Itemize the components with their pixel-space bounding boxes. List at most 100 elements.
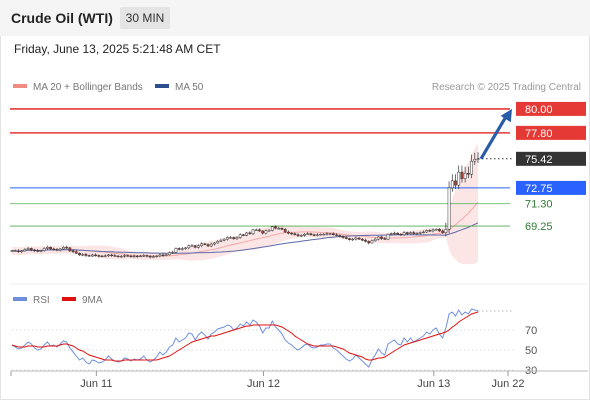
candle-body-19: [71, 250, 75, 252]
candle-body-34: [119, 255, 123, 258]
candle-body-13: [52, 248, 56, 250]
candle-body-61: [206, 244, 210, 247]
candle-body-111: [367, 241, 371, 244]
candle-body-86: [287, 231, 290, 234]
x-axis-label-1: Jun 12: [247, 378, 280, 390]
candle-body-28: [100, 255, 104, 258]
rsi-line: [11, 308, 479, 368]
timeframe-button[interactable]: 30 MIN: [120, 7, 170, 29]
candles-layer: [10, 152, 480, 259]
candle-body-1: [13, 250, 17, 252]
price-tag-bg-1: [516, 125, 586, 140]
candle-body-105: [348, 238, 351, 240]
candle-body-126: [415, 232, 419, 235]
candle-body-79: [264, 230, 268, 234]
candle-body-48: [164, 254, 168, 256]
candle-body-84: [280, 227, 284, 230]
candle-body-33: [116, 255, 120, 258]
candle-body-129: [425, 230, 428, 233]
candle-body-92: [306, 233, 310, 235]
candle-body-112: [370, 240, 374, 244]
candle-body-44: [152, 256, 155, 258]
candle-body-77: [258, 229, 261, 232]
widget-header: Crude Oil (WTI) 30 MIN: [0, 0, 590, 36]
candle-body-20: [74, 251, 78, 254]
candle-body-18: [68, 247, 72, 252]
forecast-arrow-shaft: [479, 114, 509, 160]
candle-body-78: [261, 230, 265, 234]
candle-body-90: [299, 235, 303, 237]
candle-body-63: [213, 242, 216, 245]
candle-body-133: [438, 229, 441, 232]
candle-body-127: [418, 232, 422, 234]
rsi-legend-swatch: [13, 297, 27, 301]
candle-body-73: [245, 232, 248, 236]
candle-body-70: [235, 237, 239, 240]
candle-body-27: [97, 255, 101, 257]
candle-body-52: [177, 248, 181, 250]
candle-body-9: [39, 250, 43, 252]
candle-body-3: [20, 250, 24, 252]
candle-body-40: [139, 255, 142, 258]
candle-body-72: [242, 234, 245, 236]
price-tag-label-5: 69.25: [525, 221, 553, 233]
candle-body-83: [277, 227, 281, 230]
forecast-arrow-head: [500, 108, 512, 123]
candle-body-56: [190, 245, 194, 247]
ma50-legend-swatch: [155, 84, 169, 88]
candle-body-57: [193, 245, 197, 248]
candle-body-66: [222, 238, 226, 241]
candle-body-4: [23, 249, 27, 252]
price-tag-label-2: 75.42: [525, 154, 553, 166]
forecast-arrow-layer: [479, 108, 512, 160]
candle-body-87: [290, 232, 293, 235]
candle-body-69: [232, 237, 236, 240]
candle-body-0: [10, 250, 14, 252]
candle-body-51: [174, 248, 178, 253]
candle-body-22: [81, 254, 85, 256]
candle-body-119: [393, 232, 396, 235]
candle-body-89: [296, 234, 300, 237]
candle-body-36: [126, 255, 130, 257]
x-axis-label-3: Jun 22: [491, 378, 524, 390]
candle-body-43: [148, 255, 152, 258]
rsi-tick-label-0: 70: [525, 325, 537, 337]
candle-body-121: [399, 233, 403, 236]
candle-body-103: [341, 236, 345, 238]
candle-body-76: [254, 229, 258, 231]
candle-body-60: [203, 243, 207, 245]
candle-body-106: [351, 238, 355, 241]
price-level-layer: [10, 108, 512, 227]
candle-body-100: [332, 233, 335, 236]
candle-body-99: [328, 233, 332, 235]
research-credit: Research © 2025 Trading Central: [432, 82, 581, 93]
candle-body-17: [65, 247, 69, 249]
candle-body-93: [309, 233, 313, 236]
candle-body-109: [360, 238, 364, 241]
datetime-label: Friday, June 13, 2025 5:21:48 AM CET: [14, 42, 221, 56]
candle-body-23: [84, 254, 88, 256]
candle-body-58: [197, 245, 200, 248]
candle-body-35: [123, 255, 126, 257]
candle-body-7: [33, 249, 36, 252]
candle-body-29: [103, 255, 107, 257]
candle-body-74: [248, 232, 252, 234]
candle-body-145: [476, 158, 480, 160]
price-tag-label-3: 72.75: [525, 183, 553, 195]
price-tag-bg-0: [516, 101, 586, 116]
candle-body-11: [45, 247, 49, 249]
candle-body-95: [315, 234, 319, 236]
candle-body-82: [274, 226, 277, 229]
candle-body-30: [107, 254, 110, 257]
candle-body-128: [421, 231, 425, 234]
candle-body-81: [270, 226, 274, 231]
candle-body-130: [428, 230, 432, 232]
candle-body-15: [58, 248, 62, 251]
candle-body-71: [238, 234, 242, 238]
candle-body-6: [29, 248, 33, 251]
candle-body-59: [200, 243, 203, 246]
candle-body-110: [364, 239, 367, 242]
candle-body-113: [373, 238, 377, 242]
candle-body-38: [132, 255, 136, 258]
x-axis-labels: Jun 11 Jun 12 Jun 13 Jun 22: [80, 371, 525, 390]
